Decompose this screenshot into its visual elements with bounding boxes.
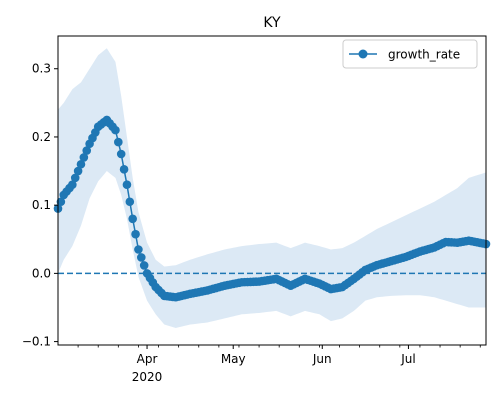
confidence-band-layer xyxy=(58,48,486,328)
plot-frame xyxy=(57,35,487,346)
y-tick-label: 0.3 xyxy=(32,62,51,76)
chart-title: KY xyxy=(263,15,281,31)
axis-layer: −0.1 0.0 0.1 0.2 0.3 Apr 2020 May Jun Jul xyxy=(22,62,481,384)
data-point xyxy=(79,153,89,162)
y-tick-label: −0.1 xyxy=(22,335,51,349)
data-point xyxy=(82,146,92,155)
y-tick-label: 0.2 xyxy=(32,130,51,144)
data-point xyxy=(56,197,66,207)
legend-box xyxy=(342,39,478,69)
data-point xyxy=(114,137,123,147)
y-tick-label: 0.1 xyxy=(32,198,51,212)
legend-label: growth_rate xyxy=(388,48,460,62)
legend: growth_rate xyxy=(342,39,478,69)
confidence-band xyxy=(58,48,486,328)
data-point xyxy=(125,197,135,207)
data-point xyxy=(131,229,140,239)
y-tick-label: 0.0 xyxy=(32,266,51,280)
x-tick-year-label: 2020 xyxy=(132,370,163,384)
data-point xyxy=(76,159,86,169)
data-point xyxy=(111,125,120,135)
data-point xyxy=(70,173,80,183)
data-point xyxy=(139,261,149,270)
data-point xyxy=(116,149,126,159)
x-tick-label: Apr xyxy=(137,352,158,366)
data-point xyxy=(134,245,143,254)
data-point xyxy=(137,253,146,262)
x-tick-label: Jun xyxy=(312,352,332,366)
x-tick-label: May xyxy=(221,352,246,366)
data-point xyxy=(73,166,83,176)
legend-point-marker xyxy=(358,49,368,59)
x-tick-label: Jul xyxy=(400,352,415,366)
data-point xyxy=(119,165,129,174)
data-point xyxy=(128,214,137,224)
data-point xyxy=(122,180,132,189)
data-point xyxy=(68,180,77,189)
